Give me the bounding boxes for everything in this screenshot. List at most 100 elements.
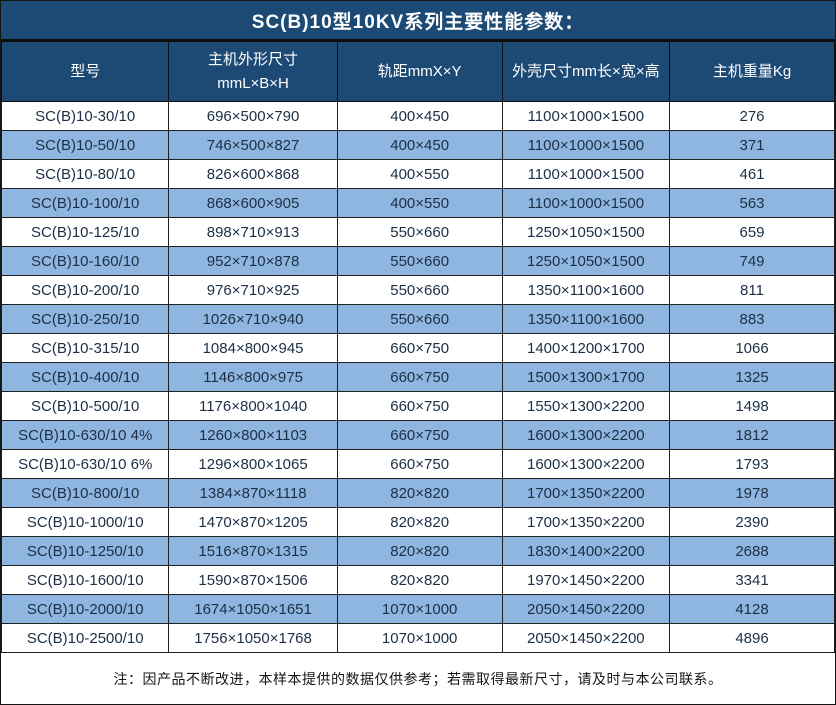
cell-track-gauge: 820×820 — [336, 565, 503, 595]
cell-weight: 1793 — [669, 449, 835, 479]
cell-model: SC(B)10-50/10 — [0, 130, 170, 160]
cell-track-gauge: 660×750 — [336, 449, 503, 479]
cell-shell-size: 1700×1350×2200 — [501, 478, 671, 508]
table-row: SC(B)10-100/10 868×600×905 400×550 1100×100… — [0, 188, 835, 218]
cell-weight: 659 — [669, 217, 835, 247]
cell-weight: 2390 — [669, 507, 835, 537]
cell-weight: 4128 — [669, 594, 835, 624]
cell-shell-size: 1250×1050×1500 — [501, 246, 671, 276]
cell-shell-size: 1250×1050×1500 — [501, 217, 671, 247]
column-header-label: 轨距mmX×Y — [377, 62, 462, 80]
cell-main-unit-size: 1260×800×1103 — [168, 420, 338, 450]
cell-model: SC(B)10-160/10 — [0, 246, 170, 276]
column-header-weight: 主机重量Kg — [669, 41, 835, 102]
cell-main-unit-size: 1026×710×940 — [168, 304, 338, 334]
table-row: SC(B)10-2000/10 1674×1050×1651 1070×1000 20… — [0, 594, 835, 624]
column-header-shell-size: 外壳尺寸mm长×宽×高 — [501, 41, 671, 102]
cell-main-unit-size: 1176×800×1040 — [168, 391, 338, 421]
cell-main-unit-size: 976×710×925 — [168, 275, 338, 305]
cell-model: SC(B)10-500/10 — [0, 391, 170, 421]
cell-main-unit-size: 1674×1050×1651 — [168, 594, 338, 624]
cell-weight: 371 — [669, 130, 835, 160]
cell-weight: 563 — [669, 188, 835, 218]
table-row: SC(B)10-200/10 976×710×925 550×660 1350×110… — [0, 275, 835, 305]
cell-track-gauge: 660×750 — [336, 362, 503, 392]
cell-track-gauge: 660×750 — [336, 391, 503, 421]
table-row: SC(B)10-160/10 952×710×878 550×660 1250×105… — [0, 246, 835, 276]
cell-model: SC(B)10-1250/10 — [0, 536, 170, 566]
header-row: 型号 主机外形尺寸 mmL×B×H 轨距mmX×Y 外壳尺寸mm长×宽×高 主机… — [0, 41, 835, 102]
column-header-label: 型号 — [70, 62, 101, 80]
cell-track-gauge: 820×820 — [336, 507, 503, 537]
cell-track-gauge: 400×550 — [336, 159, 503, 189]
cell-main-unit-size: 1146×800×975 — [168, 362, 338, 392]
cell-model: SC(B)10-100/10 — [0, 188, 170, 218]
cell-weight: 1325 — [669, 362, 835, 392]
cell-model: SC(B)10-80/10 — [0, 159, 170, 189]
cell-shell-size: 1100×1000×1500 — [501, 130, 671, 160]
cell-shell-size: 1970×1450×2200 — [501, 565, 671, 595]
cell-model: SC(B)10-250/10 — [0, 304, 170, 334]
cell-weight: 1066 — [669, 333, 835, 363]
table-row: SC(B)10-250/10 1026×710×940 550×660 1350×11… — [0, 304, 835, 334]
cell-track-gauge: 1070×1000 — [336, 623, 503, 653]
cell-shell-size: 1100×1000×1500 — [501, 159, 671, 189]
cell-main-unit-size: 898×710×913 — [168, 217, 338, 247]
cell-main-unit-size: 1516×870×1315 — [168, 536, 338, 566]
cell-model: SC(B)10-30/10 — [0, 101, 170, 131]
cell-shell-size: 1350×1100×1600 — [501, 275, 671, 305]
table-row: SC(B)10-2500/10 1756×1050×1768 1070×1000 20… — [0, 623, 835, 653]
cell-shell-size: 1600×1300×2200 — [501, 420, 671, 450]
cell-track-gauge: 400×550 — [336, 188, 503, 218]
cell-model: SC(B)10-630/10 4% — [0, 420, 170, 450]
cell-track-gauge: 400×450 — [336, 101, 503, 131]
cell-shell-size: 1700×1350×2200 — [501, 507, 671, 537]
cell-track-gauge: 820×820 — [336, 478, 503, 508]
table-row: SC(B)10-1600/10 1590×870×1506 820×820 1970×… — [0, 565, 835, 595]
cell-main-unit-size: 868×600×905 — [168, 188, 338, 218]
cell-model: SC(B)10-1600/10 — [0, 565, 170, 595]
cell-main-unit-size: 696×500×790 — [168, 101, 338, 131]
cell-track-gauge: 550×660 — [336, 246, 503, 276]
table-row: SC(B)10-800/10 1384×870×1118 820×820 1700×1… — [0, 478, 835, 508]
cell-weight: 749 — [669, 246, 835, 276]
column-header-label: 主机重量Kg — [712, 62, 792, 80]
cell-shell-size: 1400×1200×1700 — [501, 333, 671, 363]
cell-main-unit-size: 1084×800×945 — [168, 333, 338, 363]
cell-track-gauge: 660×750 — [336, 333, 503, 363]
cell-main-unit-size: 1470×870×1205 — [168, 507, 338, 537]
cell-model: SC(B)10-400/10 — [0, 362, 170, 392]
cell-model: SC(B)10-630/10 6% — [0, 449, 170, 479]
cell-main-unit-size: 952×710×878 — [168, 246, 338, 276]
cell-weight: 461 — [669, 159, 835, 189]
table-row: SC(B)10-1250/10 1516×870×1315 820×820 1830×… — [0, 536, 835, 566]
table-row: SC(B)10-630/10 4% 1260×800×1103 660×750 160… — [0, 420, 835, 450]
cell-model: SC(B)10-1000/10 — [0, 507, 170, 537]
cell-main-unit-size: 1590×870×1506 — [168, 565, 338, 595]
cell-shell-size: 1550×1300×2200 — [501, 391, 671, 421]
cell-main-unit-size: 826×600×868 — [168, 159, 338, 189]
cell-main-unit-size: 1756×1050×1768 — [168, 623, 338, 653]
cell-weight: 811 — [669, 275, 835, 305]
cell-track-gauge: 550×660 — [336, 304, 503, 334]
cell-weight: 3341 — [669, 565, 835, 595]
cell-track-gauge: 660×750 — [336, 420, 503, 450]
cell-shell-size: 1100×1000×1500 — [501, 188, 671, 218]
cell-model: SC(B)10-2000/10 — [0, 594, 170, 624]
table-row: SC(B)10-315/10 1084×800×945 660×750 1400×12… — [0, 333, 835, 363]
cell-shell-size: 1500×1300×1700 — [501, 362, 671, 392]
cell-shell-size: 1830×1400×2200 — [501, 536, 671, 566]
cell-shell-size: 1600×1300×2200 — [501, 449, 671, 479]
cell-main-unit-size: 1384×870×1118 — [168, 478, 338, 508]
cell-model: SC(B)10-125/10 — [0, 217, 170, 247]
table-row: SC(B)10-80/10 826×600×868 400×550 1100×1000… — [0, 159, 835, 189]
column-header-main-unit-size: 主机外形尺寸 mmL×B×H — [168, 41, 338, 102]
column-header-label: 主机外形尺寸 — [208, 50, 299, 68]
table-row: SC(B)10-50/10 746×500×827 400×450 1100×1000… — [0, 130, 835, 160]
spec-table: 型号 主机外形尺寸 mmL×B×H 轨距mmX×Y 外壳尺寸mm长×宽×高 主机… — [0, 41, 835, 653]
cell-model: SC(B)10-200/10 — [0, 275, 170, 305]
table-row: SC(B)10-630/10 6% 1296×800×1065 660×750 160… — [0, 449, 835, 479]
cell-main-unit-size: 1296×800×1065 — [168, 449, 338, 479]
cell-shell-size: 1100×1000×1500 — [501, 101, 671, 131]
